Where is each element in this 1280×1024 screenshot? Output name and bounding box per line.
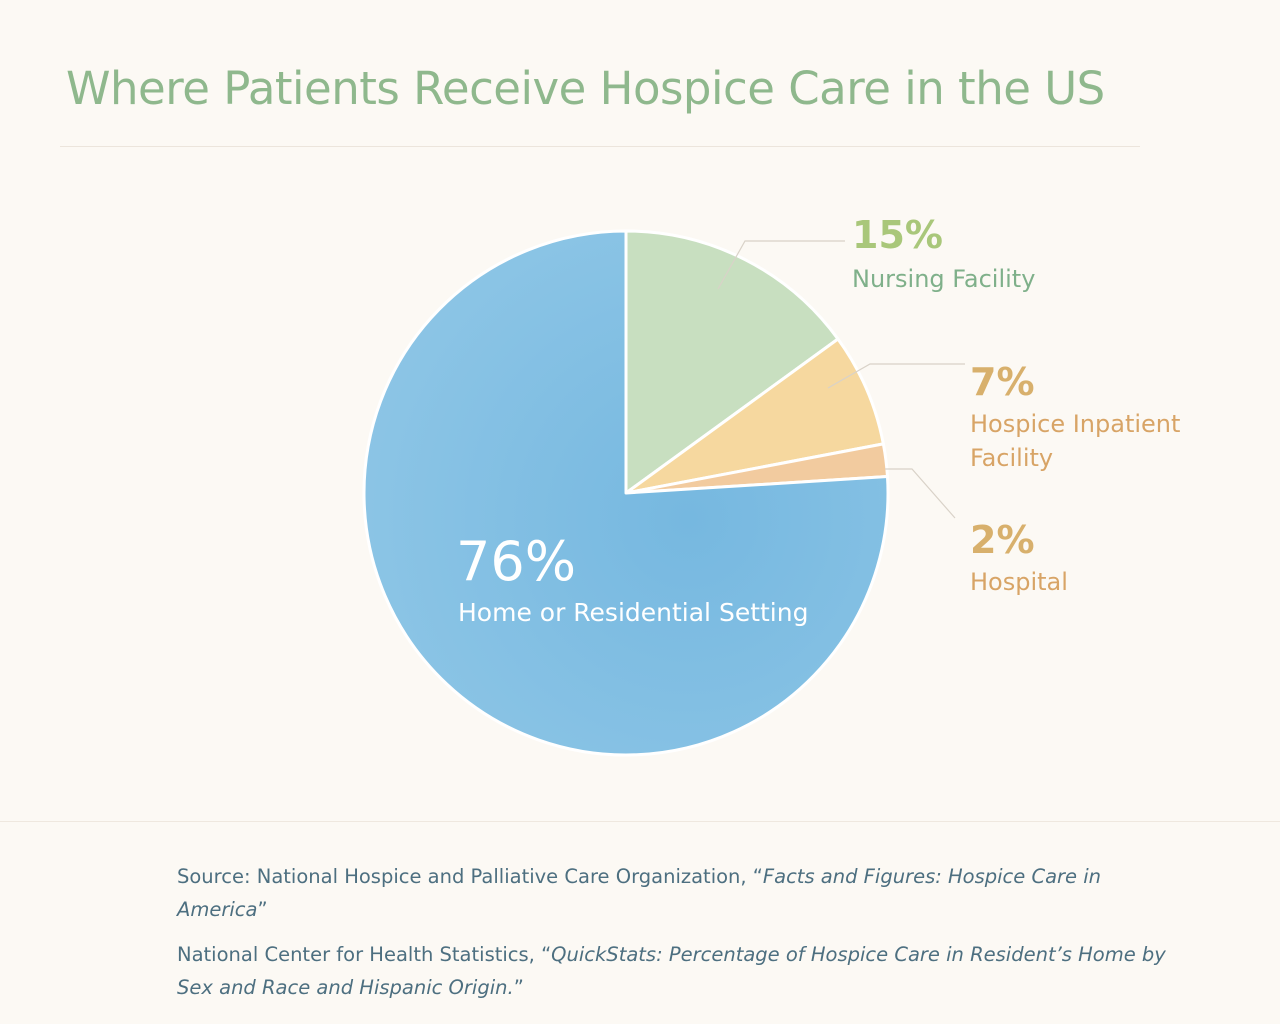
pie-slice-hospice-inpatient-facility bbox=[624, 337, 885, 495]
chart-title: Where Patients Receive Hospice Care in t… bbox=[66, 62, 1105, 115]
source-2-prefix: National Center for Health Statistics, “ bbox=[177, 943, 552, 966]
data-label-name-hospice-inpatient-facility-line-2: Facility bbox=[970, 444, 1053, 472]
pie-slice-nursing-facility bbox=[624, 229, 840, 495]
leader-line-nursing-facility bbox=[717, 240, 845, 290]
source-1-prefix: Source: National Hospice and Palliative … bbox=[177, 865, 763, 888]
pie-slice-home-or-residential-setting bbox=[362, 229, 890, 757]
pie-chart: 15% Nursing Facility 7% Hospice Inpatient Fa… bbox=[362, 213, 1180, 757]
data-label-name-hospice-inpatient-facility-line-1: Hospice Inpatient bbox=[970, 410, 1180, 438]
data-label-value-home-or-residential-setting: 76% bbox=[456, 530, 576, 593]
title-divider bbox=[60, 146, 1140, 147]
source-line-2: National Center for Health Statistics, “… bbox=[177, 938, 1197, 1004]
footer-divider bbox=[0, 821, 1280, 822]
data-label-name-nursing-facility: Nursing Facility bbox=[852, 265, 1035, 293]
source-1-suffix: ” bbox=[257, 898, 268, 921]
source-2-title: QuickStats: Percentage of Hospice Care i… bbox=[177, 943, 1166, 999]
leader-line-hospice-inpatient-facility bbox=[827, 363, 965, 389]
data-label-name-hospital: Hospital bbox=[970, 568, 1068, 596]
data-label-value-hospital: 2% bbox=[970, 518, 1035, 562]
source-line-1: Source: National Hospice and Palliative … bbox=[177, 860, 1197, 926]
source-2-suffix: ” bbox=[513, 976, 524, 999]
data-label-value-hospice-inpatient-facility: 7% bbox=[970, 360, 1035, 404]
leader-line-hospital bbox=[885, 468, 956, 519]
source-1-title: Facts and Figures: Hospice Care in Ameri… bbox=[177, 865, 1102, 921]
data-label-value-nursing-facility: 15% bbox=[852, 213, 943, 257]
source-notes: Source: National Hospice and Palliative … bbox=[177, 860, 1197, 1016]
data-label-name-home-or-residential-setting: Home or Residential Setting bbox=[458, 598, 808, 627]
